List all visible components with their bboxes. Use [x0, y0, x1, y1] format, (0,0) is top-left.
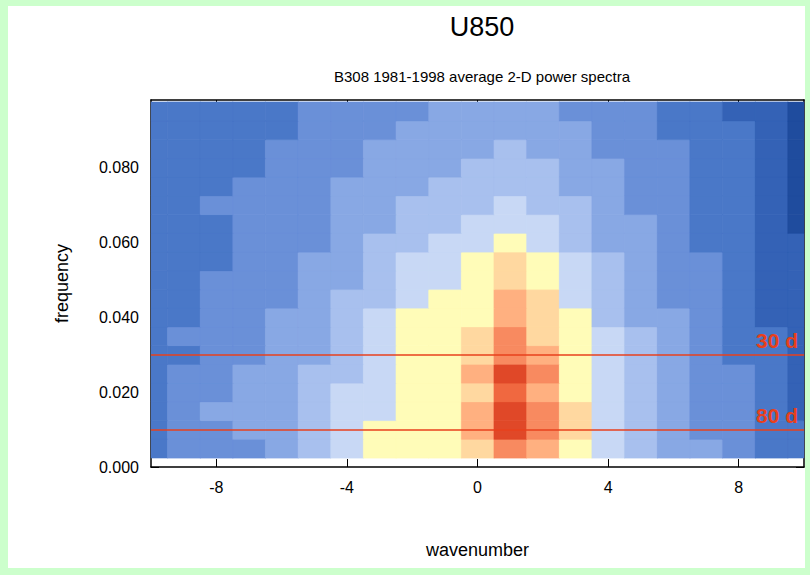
svg-text:30 d: 30 d: [756, 329, 798, 352]
svg-text:-8: -8: [209, 479, 223, 496]
svg-text:0.000: 0.000: [99, 459, 139, 476]
svg-text:U850: U850: [450, 12, 515, 42]
svg-text:0.080: 0.080: [99, 159, 139, 176]
svg-text:80 d: 80 d: [756, 404, 798, 427]
svg-text:4: 4: [604, 479, 613, 496]
svg-text:frequency: frequency: [52, 244, 72, 323]
svg-text:8: 8: [734, 479, 743, 496]
svg-text:B308 1981-1998 average 2-D pow: B308 1981-1998 average 2-D power spectra: [334, 68, 631, 85]
svg-text:0: 0: [473, 479, 482, 496]
svg-text:0.020: 0.020: [99, 384, 139, 401]
svg-text:0.040: 0.040: [99, 309, 139, 326]
svg-text:-4: -4: [340, 479, 354, 496]
svg-text:wavenumber: wavenumber: [425, 540, 529, 560]
svg-text:0.060: 0.060: [99, 234, 139, 251]
